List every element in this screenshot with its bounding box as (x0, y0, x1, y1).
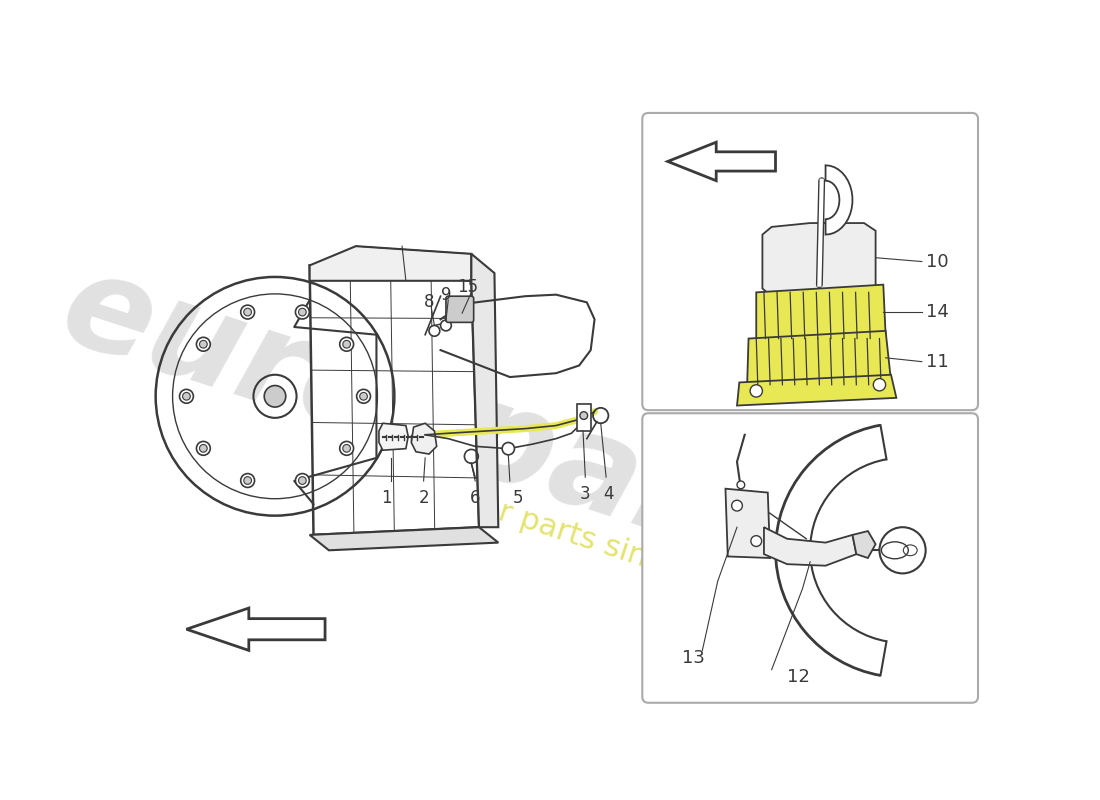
Polygon shape (310, 246, 472, 281)
Circle shape (298, 477, 306, 484)
Circle shape (440, 320, 451, 331)
Polygon shape (576, 404, 591, 431)
Circle shape (751, 536, 761, 546)
Circle shape (873, 378, 886, 391)
Polygon shape (310, 266, 480, 535)
Text: 11: 11 (926, 353, 948, 370)
Polygon shape (310, 527, 498, 550)
Text: 4: 4 (603, 485, 614, 503)
Circle shape (241, 474, 254, 487)
Circle shape (750, 385, 762, 397)
Circle shape (356, 390, 371, 403)
Circle shape (429, 326, 440, 336)
Circle shape (244, 308, 252, 316)
Circle shape (732, 500, 742, 511)
Polygon shape (763, 527, 856, 566)
Polygon shape (825, 166, 852, 234)
Text: 6: 6 (470, 489, 481, 506)
Circle shape (244, 477, 252, 484)
Text: 3: 3 (580, 485, 591, 503)
Circle shape (298, 308, 306, 316)
FancyBboxPatch shape (446, 296, 474, 322)
Text: a passion for parts since: a passion for parts since (320, 440, 684, 583)
Polygon shape (726, 489, 770, 558)
FancyBboxPatch shape (642, 414, 978, 702)
Circle shape (179, 390, 194, 403)
Circle shape (340, 442, 353, 455)
Polygon shape (378, 423, 408, 450)
Circle shape (183, 393, 190, 400)
Circle shape (343, 445, 351, 452)
Circle shape (737, 481, 745, 489)
Circle shape (340, 338, 353, 351)
Text: 12: 12 (788, 668, 810, 686)
Text: 8: 8 (424, 294, 434, 311)
Circle shape (296, 305, 309, 319)
FancyBboxPatch shape (642, 113, 978, 410)
Polygon shape (747, 331, 891, 389)
Text: 13: 13 (682, 649, 704, 667)
Text: 1: 1 (382, 489, 392, 506)
Circle shape (197, 442, 210, 455)
Circle shape (197, 338, 210, 351)
Circle shape (360, 393, 367, 400)
Text: 5: 5 (513, 489, 522, 506)
Circle shape (502, 442, 515, 455)
Text: 10: 10 (926, 253, 948, 270)
Circle shape (241, 305, 254, 319)
Text: eurospare: eurospare (46, 242, 804, 597)
Text: 2: 2 (418, 489, 429, 506)
Polygon shape (411, 423, 437, 454)
Polygon shape (757, 285, 886, 341)
Circle shape (264, 386, 286, 407)
Polygon shape (852, 531, 876, 558)
Text: 9: 9 (441, 286, 452, 304)
Circle shape (580, 412, 587, 419)
Circle shape (199, 445, 207, 452)
Circle shape (296, 474, 309, 487)
Polygon shape (737, 374, 896, 406)
Circle shape (343, 341, 351, 348)
Text: 15: 15 (456, 278, 478, 296)
Polygon shape (472, 254, 498, 527)
Circle shape (199, 341, 207, 348)
Text: 14: 14 (926, 302, 948, 321)
Polygon shape (762, 223, 876, 296)
